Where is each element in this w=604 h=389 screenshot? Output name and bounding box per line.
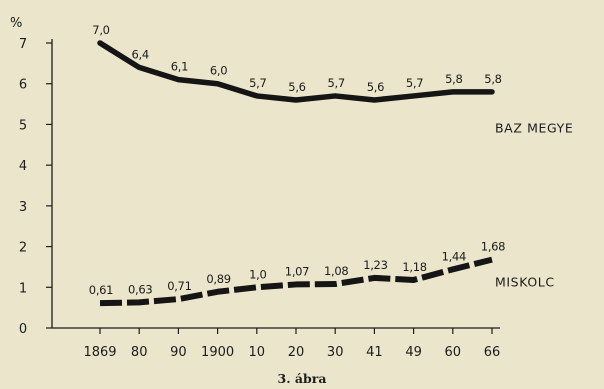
y-axis-ticks: 0 1 2 3 4 5 6 7	[19, 37, 52, 337]
x-tick-label: 10	[249, 345, 266, 360]
series-line-baz-megye	[97, 40, 495, 103]
series-lines	[97, 40, 495, 307]
data-label: 1,44	[442, 249, 466, 263]
data-label: 5,7	[406, 76, 423, 90]
data-label: 6,1	[171, 60, 188, 74]
y-tick-label: 2	[19, 241, 27, 256]
series-line-miskolc	[99, 256, 493, 307]
data-label: 5,8	[445, 72, 462, 86]
data-label: 1,0	[249, 267, 266, 281]
y-tick-label: 3	[19, 200, 27, 215]
data-label: 1,68	[481, 240, 505, 254]
x-tick-label: 49	[405, 345, 422, 360]
data-label: 5,6	[367, 80, 384, 94]
x-tick-label: 90	[170, 345, 187, 360]
x-tick-label: 41	[366, 345, 383, 360]
x-axis-ticks: 1869 80 90 1900 10 20 30 41 49 60 66	[83, 328, 500, 360]
data-label: 0,71	[167, 279, 191, 293]
x-tick-label: 1900	[201, 345, 234, 360]
series-label-baz-megye: BAZ MEGYE	[495, 120, 573, 135]
data-label: 1,07	[285, 264, 309, 278]
data-label: 0,63	[128, 282, 152, 296]
y-tick-label: 0	[19, 322, 27, 337]
data-label: 5,6	[288, 80, 305, 94]
y-tick-label: 5	[19, 118, 27, 133]
x-tick-label: 20	[288, 345, 305, 360]
y-tick-label: 6	[19, 78, 27, 93]
y-tick-label: 1	[19, 281, 27, 296]
data-label: 6,0	[210, 64, 227, 78]
data-labels: 7,0 6,4 6,1 6,0 5,7 5,6 5,7 5,6 5,7 5,8 5,8 0,61 0,6…	[89, 23, 506, 297]
x-tick-label: 60	[445, 345, 462, 360]
x-tick-label: 66	[484, 345, 501, 360]
data-label: 5,7	[249, 76, 266, 90]
y-tick-label: 4	[19, 159, 27, 174]
data-label: 7,0	[92, 23, 109, 37]
data-label: 5,8	[484, 72, 501, 86]
series-label-miskolc: MISKOLC	[495, 274, 555, 289]
series-labels: BAZ MEGYE MISKOLC	[495, 120, 573, 289]
data-label: 0,61	[89, 283, 113, 297]
data-label: 0,89	[206, 272, 230, 286]
x-tick-label: 30	[327, 345, 344, 360]
figure-caption: 3. ábra	[278, 371, 327, 386]
data-label: 1,18	[402, 260, 426, 274]
x-tick-label: 1869	[83, 345, 116, 360]
y-unit-label: %	[10, 16, 22, 31]
data-label: 5,7	[328, 76, 345, 90]
data-label: 6,4	[132, 47, 149, 61]
chart-axes	[51, 39, 500, 329]
data-label: 1,23	[363, 258, 387, 272]
y-tick-label: 7	[19, 37, 27, 52]
data-label: 1,08	[324, 264, 348, 278]
x-tick-label: 80	[131, 345, 148, 360]
